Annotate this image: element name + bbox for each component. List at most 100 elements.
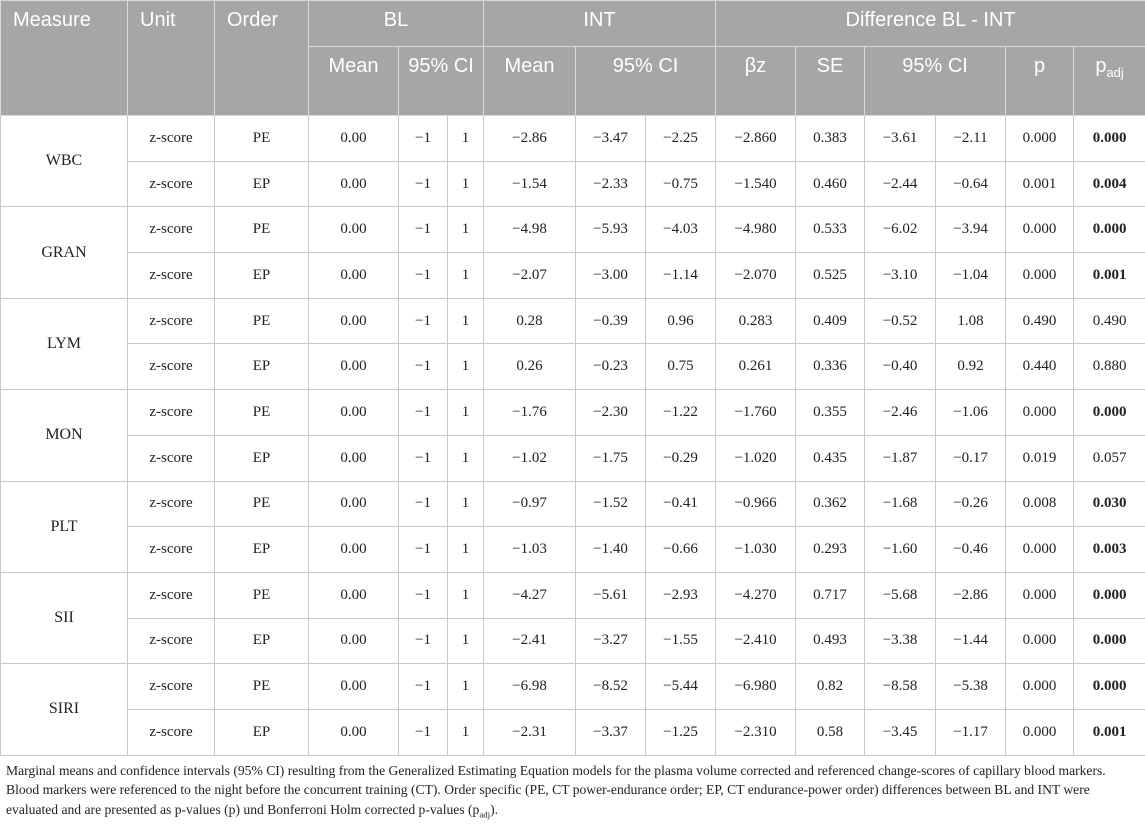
- table-cell: −2.41: [483, 617, 577, 665]
- table-cell: z-score: [127, 434, 215, 482]
- table-cell: −1: [398, 115, 448, 162]
- table-row: SII z-score PE 0.00 −1 1 −4.27 −5.61 −2.93 −4.270…: [0, 571, 1145, 665]
- measure-cell: PLT: [0, 480, 128, 573]
- table-cell: −1: [398, 480, 448, 528]
- table-cell: 1: [446, 252, 485, 299]
- header-cell: Difference BL - INT: [715, 0, 1145, 47]
- table-cell: −0.966: [715, 480, 797, 528]
- measure-cell: MON: [0, 389, 128, 482]
- table-cell: −4.98: [483, 206, 577, 254]
- table-cell: −2.11: [935, 115, 1007, 162]
- table-cell: −1.04: [935, 252, 1007, 299]
- table-cell: −2.860: [715, 115, 797, 162]
- table-cell: 1: [446, 115, 485, 162]
- table-cell: 0.28: [483, 297, 577, 345]
- table-cell: z-score: [127, 160, 215, 208]
- table-cell: −0.97: [483, 480, 577, 528]
- table-cell: 0.82: [795, 663, 866, 710]
- table-cell: EP: [214, 708, 309, 756]
- table-cell: −3.61: [864, 115, 937, 162]
- table-cell: z-score: [127, 526, 215, 573]
- table-cell: −8.52: [575, 663, 647, 710]
- table-cell: 0.717: [795, 571, 866, 619]
- table-cell: −1.25: [645, 708, 717, 756]
- table-cell: 0.057: [1073, 434, 1145, 482]
- table-cell: 0.460: [795, 160, 866, 208]
- table-cell: z-score: [127, 480, 215, 528]
- table-row: GRAN z-score PE 0.00 −1 1 −4.98 −5.93 −4.03 −4.98…: [0, 206, 1145, 299]
- table-cell: −1.44: [935, 617, 1007, 665]
- table-cell: 0.75: [645, 343, 717, 391]
- table-cell: 1: [446, 343, 485, 391]
- table-cell: −2.93: [645, 571, 717, 619]
- table-row: z-score EP 0.00 −1 1 0.26 −0.23 0.75 0.261 0.336−…: [1, 343, 1145, 391]
- table-cell: −6.98: [483, 663, 577, 710]
- table-cell: −4.980: [715, 206, 797, 254]
- header-text: p: [1095, 55, 1107, 77]
- table-cell: −3.94: [935, 206, 1007, 254]
- header-cell: p: [1005, 46, 1075, 116]
- table-cell: 0.000: [1005, 389, 1075, 436]
- table-cell: −1.14: [645, 252, 717, 299]
- table-cell: 0.000: [1005, 526, 1075, 573]
- table-cell: −3.37: [575, 708, 647, 756]
- table-cell: −2.31: [483, 708, 577, 756]
- table-cell: 1: [446, 571, 485, 619]
- table-cell: z-score: [127, 708, 215, 756]
- table-cell: 0.000: [1005, 708, 1075, 756]
- header-row: Measure Unit Order BL INT Difference BL - INT: [0, 0, 1145, 116]
- table-row: PLT z-score PE 0.00 −1 1 −0.97 −1.52 −0.41 −0.966…: [0, 480, 1145, 573]
- table-cell: −1: [398, 160, 448, 208]
- table-row: SIRI z-score PE 0.00 −1 1 −6.98 −8.52 −5.44 −6.98…: [0, 663, 1145, 756]
- data-table: Measure Unit Order BL INT Difference BL - INT…: [0, 0, 1145, 756]
- table-cell: −0.17: [935, 434, 1007, 482]
- table-row: z-score EP 0.00 −1 1 −2.41 −3.27 −1.55 −2.410 0.4…: [1, 617, 1145, 665]
- table-cell: 0.00: [308, 480, 399, 528]
- table-cell: −2.070: [715, 252, 797, 299]
- table-cell: z-score: [127, 252, 215, 299]
- table-cell: 0.00: [308, 526, 399, 573]
- table-cell: −1.22: [645, 389, 717, 436]
- table-cell: −2.07: [483, 252, 577, 299]
- table-cell: −1: [398, 434, 448, 482]
- table-cell: 0.435: [795, 434, 866, 482]
- table-cell: −1.03: [483, 526, 577, 573]
- table-cell: 0.490: [1005, 297, 1075, 345]
- table-cell: −1.60: [864, 526, 937, 573]
- table-cell: −1.40: [575, 526, 647, 573]
- table-cell: 0.001: [1073, 708, 1145, 756]
- table-cell: 0.493: [795, 617, 866, 665]
- table-cell: 1: [446, 663, 485, 710]
- table-cell: 0.00: [308, 343, 399, 391]
- table-cell: z-score: [127, 115, 215, 162]
- table-cell: PE: [214, 206, 309, 254]
- table-cell: −4.270: [715, 571, 797, 619]
- table-cell: −1: [398, 526, 448, 573]
- table-cell: 0.26: [483, 343, 577, 391]
- table-cell: 0.409: [795, 297, 866, 345]
- table-cell: −0.40: [864, 343, 937, 391]
- table-cell: PE: [214, 571, 309, 619]
- measure-cell: SII: [0, 571, 128, 665]
- table-cell: z-score: [127, 297, 215, 345]
- table-cell: −5.68: [864, 571, 937, 619]
- table-cell: −2.33: [575, 160, 647, 208]
- table-cell: z-score: [127, 571, 215, 619]
- table-cell: −1.87: [864, 434, 937, 482]
- table-cell: −1.030: [715, 526, 797, 573]
- table-cell: −1: [398, 252, 448, 299]
- header-cell: Measure: [0, 0, 128, 116]
- table-cell: −1: [398, 343, 448, 391]
- header-cell: Unit: [127, 0, 215, 116]
- table-cell: 0.000: [1005, 663, 1075, 710]
- table-cell: 0.261: [715, 343, 797, 391]
- header-cell: SE: [795, 46, 866, 116]
- table-cell: 0.030: [1073, 480, 1145, 528]
- table-cell: −0.39: [575, 297, 647, 345]
- header-cell: 95% CI: [864, 46, 1007, 116]
- footnote: Marginal means and confidence intervals …: [6, 761, 1139, 825]
- table-cell: −2.44: [864, 160, 937, 208]
- table-cell: 0.003: [1073, 526, 1145, 573]
- table-cell: 0.00: [308, 617, 399, 665]
- table-cell: z-score: [127, 343, 215, 391]
